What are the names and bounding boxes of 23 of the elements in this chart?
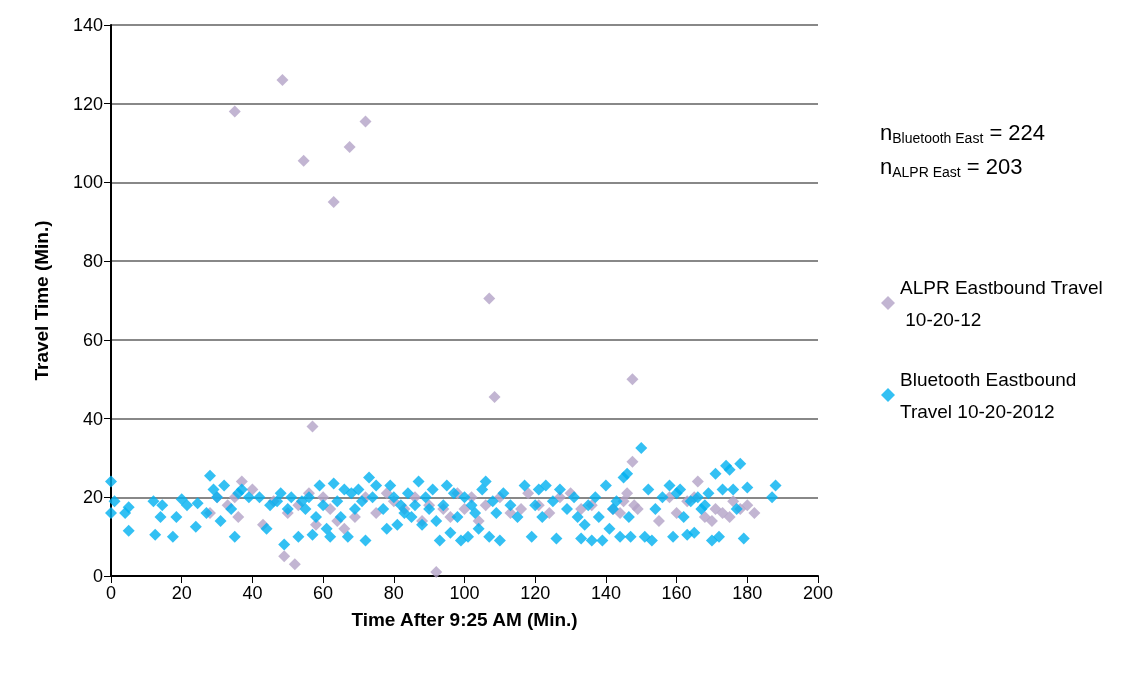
- x-tick-label: 60: [313, 583, 334, 603]
- y-tick-label: 0: [92, 566, 103, 586]
- x-tick-label: 40: [242, 583, 263, 603]
- legend-label: ALPR Eastbound Travel 10-20-12: [900, 276, 1103, 330]
- legend-label: Bluetooth Eastbound Travel 10-20-2012: [900, 368, 1082, 422]
- y-tick-label: 40: [82, 408, 103, 429]
- x-tick-label: 20: [171, 583, 192, 603]
- x-tick-label: 160: [661, 583, 692, 603]
- x-tick-label: 0: [105, 583, 117, 603]
- x-tick-label: 100: [449, 583, 480, 603]
- x-tick-label: 120: [520, 583, 551, 603]
- y-tick-label: 60: [82, 329, 103, 350]
- y-tick-label: 100: [72, 172, 103, 193]
- y-tick-label: 120: [72, 93, 103, 114]
- y-axis-title: Travel Time (Min.): [31, 220, 52, 381]
- x-tick-label: 140: [590, 583, 621, 603]
- x-axis-title: Time After 9:25 AM (Min.): [351, 609, 578, 630]
- x-tick-label: 200: [802, 583, 834, 603]
- x-tick-label: 180: [732, 583, 763, 603]
- y-tick-label: 80: [82, 251, 103, 272]
- y-tick-label: 20: [82, 487, 103, 508]
- y-tick-label: 140: [72, 15, 103, 35]
- x-tick-label: 80: [383, 583, 404, 603]
